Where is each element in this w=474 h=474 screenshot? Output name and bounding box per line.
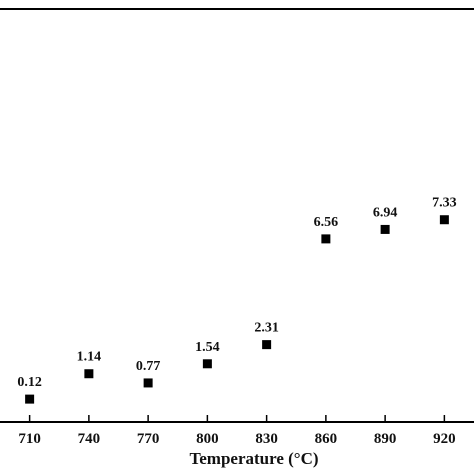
x-tick-label: 830 xyxy=(255,431,278,447)
data-point-label: 6.94 xyxy=(373,205,398,220)
data-point-label: 0.12 xyxy=(17,375,42,390)
data-point xyxy=(202,359,212,369)
x-tick-label: 890 xyxy=(374,431,397,447)
data-point-label: 0.77 xyxy=(136,359,161,374)
data-point xyxy=(143,378,153,388)
data-labels: 0.12 1.14 0.77 1.54 2.31 6.56 6.94 7.33 xyxy=(17,196,456,390)
data-point xyxy=(380,224,390,234)
data-point-label: 6.56 xyxy=(314,215,339,230)
data-point xyxy=(439,215,449,225)
data-point-label: 7.33 xyxy=(432,196,457,211)
data-point xyxy=(84,369,94,379)
x-tick-label: 710 xyxy=(18,431,41,447)
data-point xyxy=(262,340,272,350)
x-tick-label: 920 xyxy=(433,431,456,447)
x-tick-label: 740 xyxy=(78,431,101,447)
x-axis-ticks: 710 740 770 800 830 860 890 920 xyxy=(18,415,456,447)
data-point-label: 2.31 xyxy=(254,321,279,336)
x-axis-title: Temperature (°C) xyxy=(189,449,318,468)
data-point-label: 1.54 xyxy=(195,340,220,355)
data-markers xyxy=(25,215,449,404)
plot-frame xyxy=(0,8,474,423)
x-tick-label: 800 xyxy=(196,431,219,447)
data-point xyxy=(321,234,331,244)
x-tick-label: 770 xyxy=(137,431,160,447)
data-point-label: 1.14 xyxy=(77,350,102,365)
data-point xyxy=(25,394,35,404)
x-tick-label: 860 xyxy=(315,431,338,447)
